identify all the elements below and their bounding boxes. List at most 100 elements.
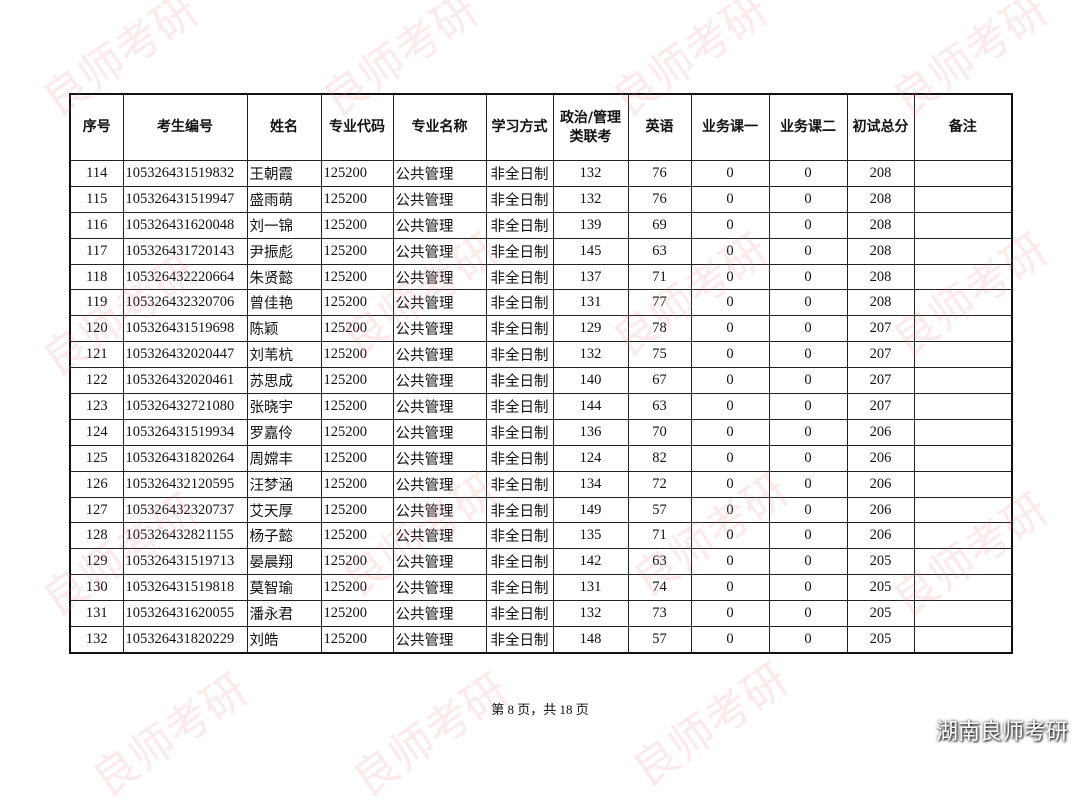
table-cell: 非全日制 <box>485 626 554 654</box>
table-row: 120 105326431519698 陈颖 125200 公共管理 非全日制 129 78 0… <box>69 315 1013 343</box>
table-cell: 0 <box>690 393 770 420</box>
table-cell: 公共管理 <box>392 289 487 317</box>
table-cell: 非全日制 <box>485 418 554 446</box>
table-cell: 208 <box>846 263 915 291</box>
table-cell: 0 <box>768 367 848 395</box>
table-cell: 73 <box>627 600 692 628</box>
table-cell: 朱贤懿 <box>246 263 322 291</box>
table-cell <box>913 418 1013 446</box>
table-cell: 144 <box>552 393 629 420</box>
table-cell: 208 <box>846 160 915 187</box>
watermark: 良师考研 <box>343 664 518 808</box>
table-cell: 125200 <box>320 496 394 524</box>
table-cell: 0 <box>690 470 770 498</box>
table-cell: 公共管理 <box>392 341 487 369</box>
column-header: 业务课一 <box>690 93 770 161</box>
column-header: 学习方式 <box>485 93 554 161</box>
table-cell: 207 <box>846 367 915 395</box>
table-cell: 82 <box>627 444 692 472</box>
table-cell: 公共管理 <box>392 496 487 524</box>
table-cell: 205 <box>846 574 915 602</box>
table-cell: 公共管理 <box>392 160 487 187</box>
table-cell: 149 <box>552 496 629 524</box>
table-cell: 0 <box>768 315 848 343</box>
table-row: 129 105326431519713 晏晨翔 125200 公共管理 非全日制 142 63… <box>69 548 1013 576</box>
table-cell: 205 <box>846 548 915 576</box>
table-cell: 公共管理 <box>392 185 487 213</box>
table-cell: 105326431720143 <box>122 237 248 265</box>
table-cell: 125200 <box>320 393 394 420</box>
table-cell: 70 <box>627 418 692 446</box>
table-cell: 陈颖 <box>246 315 322 343</box>
table-row: 124 105326431519934 罗嘉伶 125200 公共管理 非全日制 136 70… <box>69 418 1013 446</box>
table-cell <box>913 263 1013 291</box>
table-cell: 125200 <box>320 185 394 213</box>
table-cell: 0 <box>768 574 848 602</box>
watermark: 良师考研 <box>623 654 798 798</box>
table-cell: 207 <box>846 315 915 343</box>
column-header: 专业名称 <box>392 93 487 161</box>
table-cell: 罗嘉伶 <box>246 418 322 446</box>
table-cell: 140 <box>552 367 629 395</box>
table-cell: 125200 <box>320 522 394 550</box>
table-cell: 非全日制 <box>485 393 554 420</box>
table-cell: 125200 <box>320 574 394 602</box>
table-cell: 63 <box>627 237 692 265</box>
table-cell <box>913 600 1013 628</box>
table-cell: 71 <box>627 263 692 291</box>
table-cell: 120 <box>69 315 124 343</box>
table-cell: 206 <box>846 522 915 550</box>
table-cell: 杨子懿 <box>246 522 322 550</box>
table-cell: 207 <box>846 341 915 369</box>
table-cell: 公共管理 <box>392 211 487 239</box>
table-cell: 135 <box>552 522 629 550</box>
table-row: 130 105326431519818 莫智瑜 125200 公共管理 非全日制 131 74… <box>69 574 1013 602</box>
table-cell: 57 <box>627 496 692 524</box>
table-cell: 105326431519818 <box>122 574 248 602</box>
table-cell: 105326431519832 <box>122 160 248 187</box>
brand-logo: 湖南良师考研 <box>935 720 1068 745</box>
table-cell: 非全日制 <box>485 522 554 550</box>
table-cell: 105326432721080 <box>122 393 248 420</box>
column-header: 英语 <box>627 93 692 161</box>
table-cell: 105326432220664 <box>122 263 248 291</box>
table-row: 131 105326431620055 潘永君 125200 公共管理 非全日制 132 73… <box>69 600 1013 628</box>
table-cell: 123 <box>69 393 124 420</box>
table-cell: 0 <box>768 600 848 628</box>
column-header: 序号 <box>69 93 124 161</box>
table-cell: 非全日制 <box>485 263 554 291</box>
table-cell: 77 <box>627 289 692 317</box>
table-cell: 公共管理 <box>392 470 487 498</box>
table-cell: 132 <box>552 341 629 369</box>
table-cell: 苏思成 <box>246 367 322 395</box>
table-cell: 0 <box>690 444 770 472</box>
table-cell: 105326432120595 <box>122 470 248 498</box>
table-cell: 206 <box>846 470 915 498</box>
table-cell <box>913 211 1013 239</box>
table-cell: 125200 <box>320 341 394 369</box>
table-cell: 0 <box>768 470 848 498</box>
table-cell: 126 <box>69 470 124 498</box>
table-cell: 206 <box>846 418 915 446</box>
table-cell: 136 <box>552 418 629 446</box>
table-cell: 105326432020447 <box>122 341 248 369</box>
table-cell: 潘永君 <box>246 600 322 628</box>
column-header: 政治/管理 类联考 <box>552 93 629 161</box>
table-row: 123 105326432721080 张晓宇 125200 公共管理 非全日制 144 63… <box>69 393 1013 420</box>
table-cell <box>913 341 1013 369</box>
table-cell <box>913 496 1013 524</box>
column-header: 业务课二 <box>768 93 848 161</box>
table-cell <box>913 444 1013 472</box>
table-cell: 0 <box>768 444 848 472</box>
table-cell: 117 <box>69 237 124 265</box>
table-cell: 124 <box>69 418 124 446</box>
table-cell: 63 <box>627 548 692 576</box>
table-cell: 非全日制 <box>485 367 554 395</box>
table-cell: 0 <box>768 341 848 369</box>
table-cell: 0 <box>768 289 848 317</box>
table-cell: 公共管理 <box>392 522 487 550</box>
table-cell: 0 <box>690 237 770 265</box>
table-cell: 0 <box>690 600 770 628</box>
table-cell: 非全日制 <box>485 160 554 187</box>
table-cell <box>913 393 1013 420</box>
